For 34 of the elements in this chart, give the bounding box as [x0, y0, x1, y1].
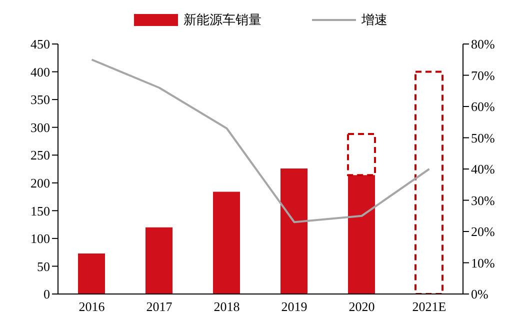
y-tick-label: 350: [30, 92, 50, 108]
x-tick-label: 2018: [214, 299, 240, 314]
y-tick-label: 300: [30, 120, 50, 135]
bar: [414, 70, 444, 294]
x-tick-label: 2020: [348, 299, 375, 314]
y2-tick-label: 80%: [471, 36, 495, 52]
x-tick-label: 2021E: [412, 299, 446, 314]
y2-tick-label: 60%: [471, 99, 495, 114]
x-tick-label: 2017: [146, 299, 173, 314]
bar: [348, 175, 375, 294]
y2-tick-label: 20%: [471, 224, 495, 240]
y-tick-label: 150: [30, 203, 50, 218]
y-tick-label: 250: [30, 148, 50, 163]
x-tick-label: 2016: [78, 299, 106, 314]
legend-label: 增速: [362, 12, 388, 29]
y-tick-label: 100: [30, 231, 50, 246]
y-tick-label: 0: [44, 286, 50, 302]
bar: [146, 227, 172, 294]
y2-tick-label: 70%: [471, 68, 495, 83]
x-tick-label: 2019: [281, 299, 308, 314]
y2-tick-label: 0%: [471, 286, 488, 302]
bar: [280, 168, 308, 294]
y2-tick-label: 50%: [471, 130, 495, 146]
legend-label: 新能源车销量: [184, 12, 262, 29]
y-tick-label: 450: [30, 36, 50, 52]
y2-tick-label: 10%: [471, 255, 495, 270]
y2-tick-label: 30%: [471, 192, 495, 208]
y-tick-label: 200: [30, 176, 50, 191]
y-tick-label: 50: [37, 258, 50, 274]
y2-tick-label: 40%: [471, 162, 495, 177]
y-tick-label: 400: [30, 64, 50, 80]
line-series: [90, 58, 430, 224]
bar: [213, 192, 240, 294]
bar: [78, 253, 105, 294]
